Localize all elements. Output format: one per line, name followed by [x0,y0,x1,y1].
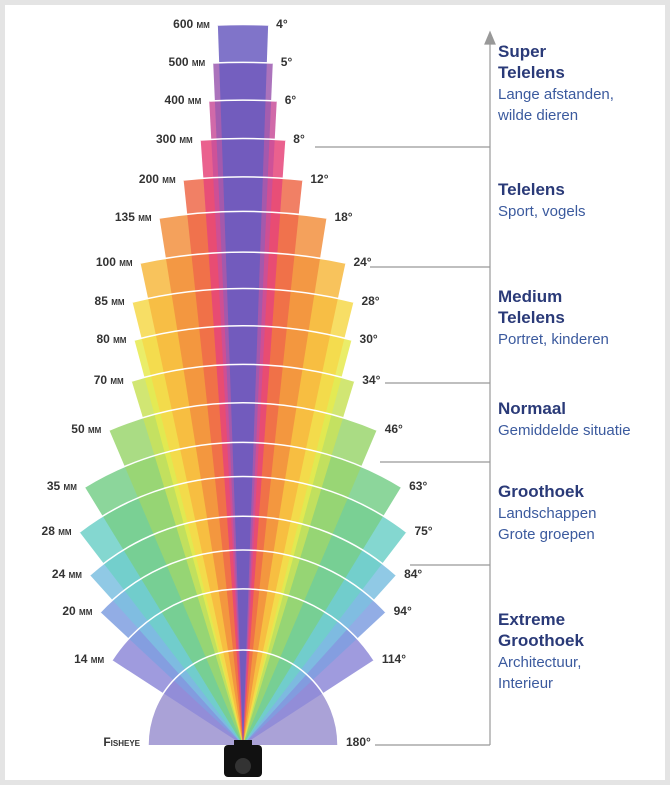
scale-arrow [485,32,495,44]
category-title: Telelens [498,180,565,199]
view-angle: 18° [334,210,352,224]
view-angle: 84° [404,567,422,581]
view-angle: 24° [353,255,371,269]
focal-length: 80 mm [96,332,126,346]
category-description: Architectuur, [498,654,581,671]
focal-length: 28 mm [42,524,72,538]
category-description: Interieur [498,675,553,692]
view-angle: 46° [385,422,403,436]
view-angle: 94° [394,604,412,618]
focal-length: 14 mm [74,652,104,666]
focal-length: 85 mm [95,294,125,308]
view-angle: 12° [310,172,328,186]
category-title: Extreme [498,610,565,629]
lens-arc [213,62,273,63]
focal-length: 24 mm [52,567,82,581]
category-description: Sport, vogels [498,203,586,220]
focal-length: 600 mm [173,17,210,31]
category-title: Medium [498,287,562,306]
category-title: Telelens [498,308,565,327]
focal-length-diagram: 600 mm 4° 500 mm 5° 400 mm 6° 300 mm 8° 200 mm 12… [0,0,670,785]
focal-length: Fisheye [103,735,140,749]
view-angle: 63° [409,479,427,493]
view-angle: 4° [276,17,288,31]
category-description: wilde dieren [497,107,578,124]
category-title: Groothoek [498,482,584,501]
view-angle: 6° [285,93,297,107]
focal-length: 70 mm [94,373,124,387]
view-angle: 75° [414,524,432,538]
view-angle: 114° [382,652,406,666]
focal-length: 135 mm [115,210,152,224]
category-description: Lange afstanden, [498,86,614,103]
focal-length: 100 mm [96,255,133,269]
focal-length: 20 mm [62,604,92,618]
view-angle: 30° [360,332,378,346]
focal-length: 35 mm [47,479,77,493]
view-angle: 5° [281,55,293,69]
focal-length: 200 mm [139,172,176,186]
focal-length: 50 mm [71,422,101,436]
focal-length: 500 mm [169,55,206,69]
camera [224,740,262,777]
category-title: Super [498,42,547,61]
category-title: Telelens [498,63,565,82]
view-angle: 8° [293,132,305,146]
category-description: Grote groepen [498,526,595,543]
category-description: Portret, kinderen [498,331,609,348]
focal-length: 400 mm [165,93,202,107]
category-title: Groothoek [498,631,584,650]
view-angle: 180° [346,735,371,749]
category-description: Landschappen [498,505,596,522]
category-description: Gemiddelde situatie [498,422,631,439]
category-title: Normaal [498,399,566,418]
view-angle: 28° [361,294,379,308]
focal-length: 300 mm [156,132,193,146]
view-angle: 34° [362,373,380,387]
